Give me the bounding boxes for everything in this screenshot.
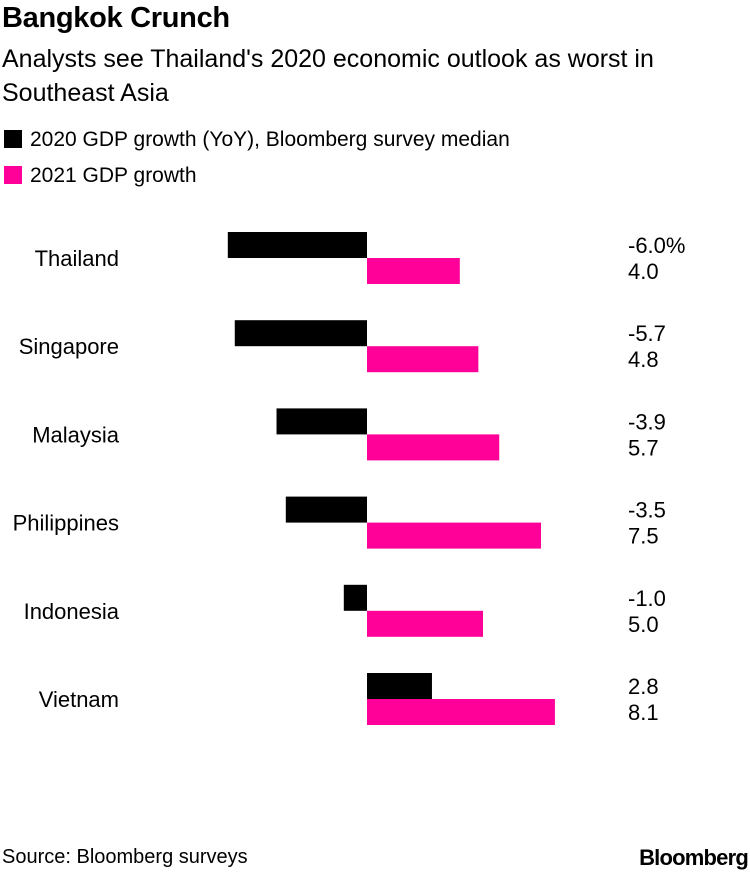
chart-subtitle: Analysts see Thailand's 2020 economic ou… [2, 45, 654, 107]
chart-title: Bangkok Crunch [2, 2, 230, 34]
bar-2021-malaysia [367, 434, 500, 461]
value-label-2020-vietnam: 2.8 [628, 674, 659, 699]
value-label-2021-thailand: 4.0 [628, 259, 659, 284]
value-label-2020-indonesia: -1.0 [628, 586, 666, 611]
bar-2021-thailand [367, 258, 460, 284]
bar-2021-philippines [367, 522, 541, 549]
legend-swatch-2020 [4, 130, 22, 148]
category-label-philippines: Philippines [13, 511, 119, 536]
value-label-2021-indonesia: 5.0 [628, 612, 659, 637]
legend-swatch-2021 [4, 166, 22, 184]
bar-2020-vietnam [367, 673, 432, 699]
value-label-2020-singapore: -5.7 [628, 321, 666, 346]
bloomberg-logo: Bloomberg [639, 845, 749, 870]
bar-2020-indonesia [343, 584, 367, 611]
value-label-2021-singapore: 4.8 [628, 347, 659, 372]
bar-2020-thailand [227, 232, 367, 258]
bar-2021-singapore [367, 346, 479, 373]
value-label-2020-malaysia: -3.9 [628, 409, 666, 434]
category-label-malaysia: Malaysia [32, 422, 120, 447]
bar-2021-vietnam [367, 699, 555, 725]
bar-2020-singapore [234, 320, 367, 347]
value-label-2020-philippines: -3.5 [628, 498, 666, 523]
value-label-2021-malaysia: 5.7 [628, 435, 659, 460]
source-note: Source: Bloomberg surveys [2, 846, 248, 868]
category-label-vietnam: Vietnam [39, 687, 119, 712]
value-label-2020-thailand: -6.0% [628, 233, 685, 258]
category-label-thailand: Thailand [35, 246, 119, 271]
value-label-2021-philippines: 7.5 [628, 524, 659, 549]
legend-label-2021: 2021 GDP growth [30, 164, 197, 187]
category-label-indonesia: Indonesia [24, 599, 120, 624]
category-label-singapore: Singapore [19, 334, 119, 359]
bar-chart: Thailand -6.0%4.0 Singapore -5.74.8 Malaysia… [13, 232, 685, 725]
value-label-2021-vietnam: 8.1 [628, 700, 659, 725]
bar-2020-philippines [285, 496, 367, 523]
bar-2020-malaysia [276, 408, 367, 435]
legend-item-2020: 2020 GDP growth (YoY), Bloomberg survey … [4, 128, 510, 152]
legend-label-2020: 2020 GDP growth (YoY), Bloomberg survey … [30, 128, 510, 151]
legend-item-2021: 2021 GDP growth [4, 164, 197, 188]
bar-2021-indonesia [367, 610, 483, 637]
